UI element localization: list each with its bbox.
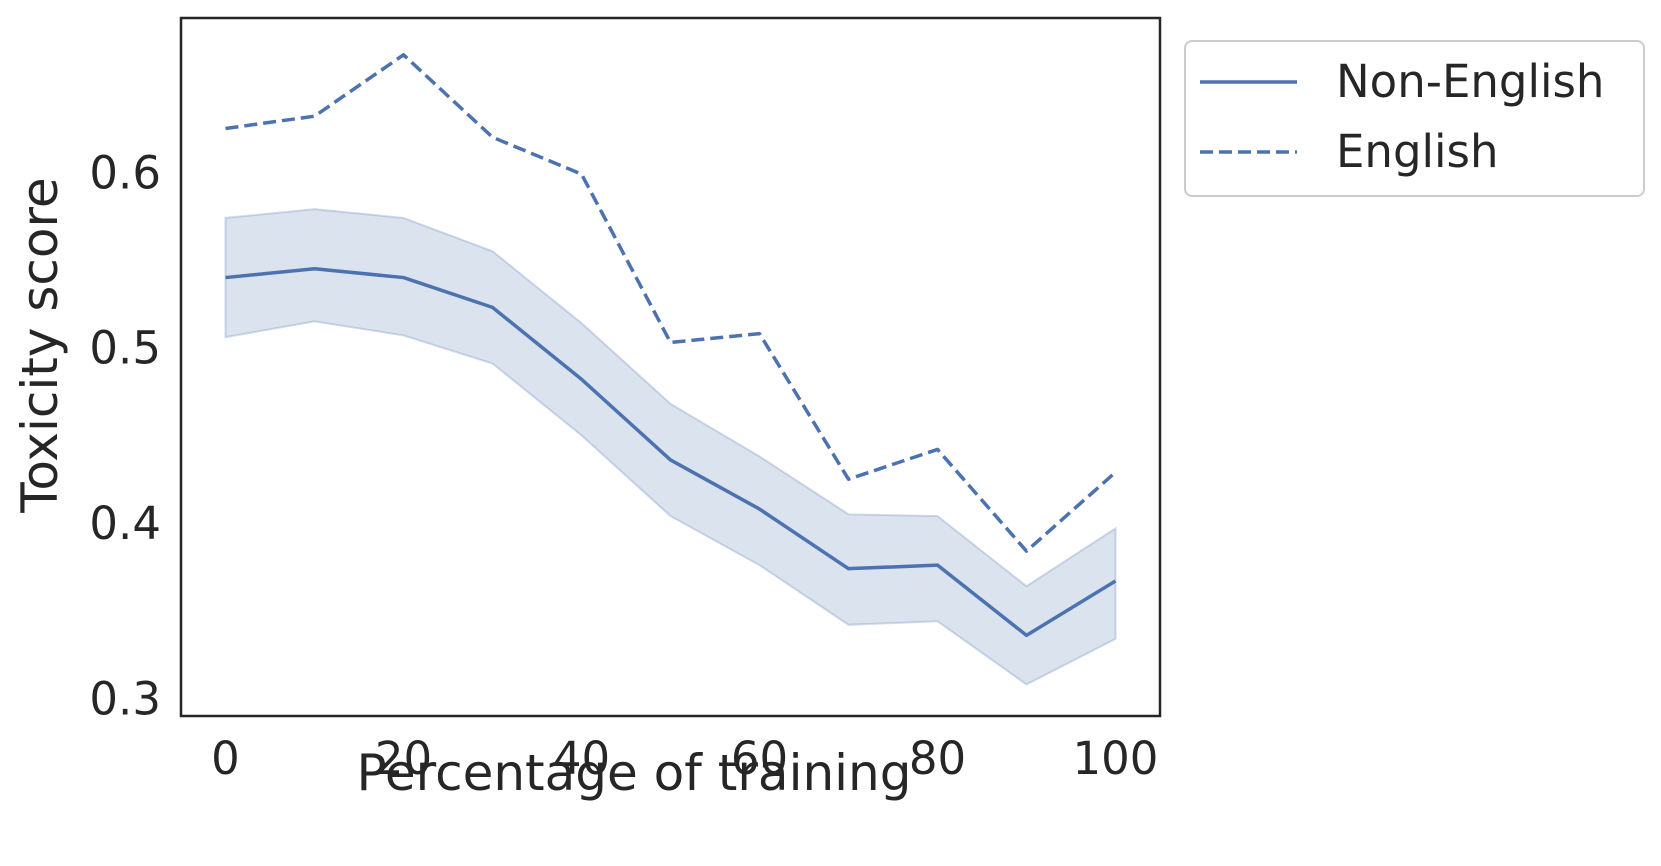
data-point-english (401, 52, 407, 58)
data-point-english (579, 171, 585, 177)
data-point-english (935, 446, 941, 452)
data-point-non-english (1113, 578, 1119, 584)
data-point-english (846, 476, 852, 482)
legend: Non-English English (1184, 40, 1645, 197)
data-point-non-english (1024, 632, 1030, 638)
data-point-english (223, 125, 229, 131)
x-tick-label: 60 (731, 732, 788, 785)
y-tick-label: 0.4 (89, 497, 161, 550)
y-tick-label: 0.5 (89, 322, 161, 375)
data-point-non-english (668, 457, 674, 463)
x-tick-label: 0 (211, 732, 240, 785)
data-point-english (757, 331, 763, 337)
data-point-english (1024, 548, 1030, 554)
data-point-non-english (846, 566, 852, 572)
x-axis-title: Percentage of training (357, 744, 912, 802)
data-point-english (1113, 469, 1119, 475)
y-tick-label: 0.6 (89, 146, 161, 199)
axis-layer: 0 20 40 60 80 100 0.3 0.4 0.5 0.6 (89, 16, 1162, 785)
y-axis-title: Toxicity score (11, 177, 69, 513)
x-tick-label: 40 (553, 732, 610, 785)
x-tick-label: 80 (909, 732, 966, 785)
legend-label-non-english: Non-English (1336, 55, 1604, 108)
data-point-non-english (757, 506, 763, 512)
data-point-english (668, 339, 674, 345)
legend-frame (1184, 40, 1645, 197)
series-line-english (225, 53, 1117, 553)
data-point-non-english (401, 275, 407, 281)
series-line-non-english (225, 267, 1117, 638)
x-tick-label: 100 (1073, 732, 1159, 785)
data-point-non-english (490, 304, 496, 310)
confidence-band-non-english (224, 208, 1117, 686)
plot-frame (179, 16, 1162, 718)
plot-layer (223, 52, 1119, 686)
data-point-english (312, 113, 318, 119)
legend-label-english: English (1336, 125, 1499, 178)
data-point-non-english (223, 275, 229, 281)
y-tick-label: 0.3 (89, 672, 161, 725)
data-point-english (490, 134, 496, 140)
data-point-non-english (579, 376, 585, 382)
x-tick-label: 20 (375, 732, 432, 785)
data-point-non-english (935, 562, 941, 568)
data-point-non-english (312, 266, 318, 272)
